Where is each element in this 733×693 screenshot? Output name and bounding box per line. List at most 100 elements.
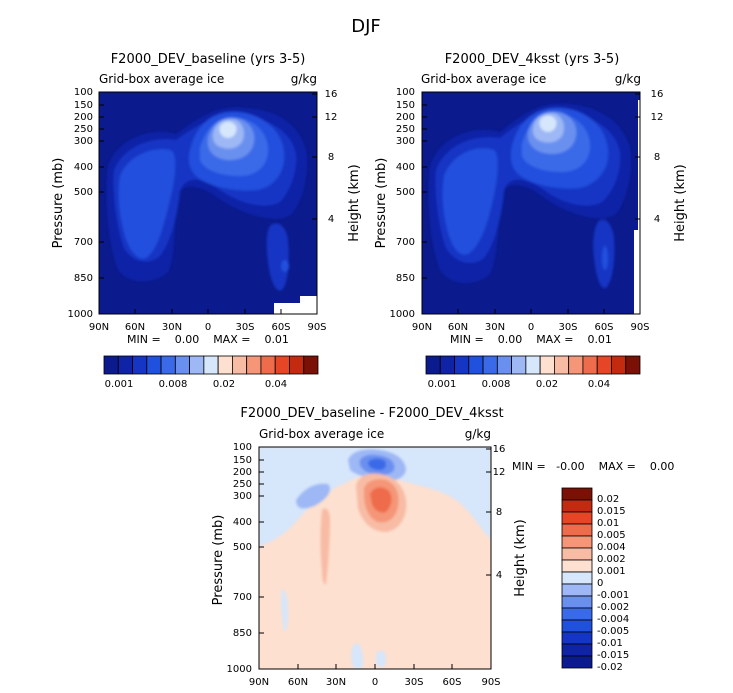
colorbar-swatch — [303, 355, 319, 375]
colorbar-swatch — [425, 355, 441, 375]
height-tick-label: 16 — [493, 444, 506, 455]
colorbar-swatch — [625, 355, 641, 375]
x-tick-label: 60N — [448, 322, 468, 333]
y-tick-label: 150 — [396, 100, 415, 111]
colorbar-label: -0.001 — [597, 590, 629, 601]
contour-field — [422, 92, 640, 314]
height-tick-label: 8 — [496, 507, 502, 518]
y-tick-label: 400 — [74, 162, 93, 173]
min-max-stats: MIN = 0.00 MAX = 0.01 — [450, 333, 612, 346]
colorbar-label: 0.001 — [428, 379, 457, 390]
panel-title: F2000_DEV_baseline - F2000_DEV_4ksst — [240, 406, 503, 421]
colorbar-swatch — [482, 355, 498, 375]
x-tick-label: 90N — [412, 322, 432, 333]
colorbar-label: 0.04 — [265, 379, 287, 390]
x-tick-label: 90S — [630, 322, 649, 333]
y-tick-label: 300 — [396, 136, 415, 147]
x-tick-label: 30N — [326, 677, 346, 688]
colorbar-swatch — [132, 355, 148, 375]
y-tick-label: 850 — [233, 628, 252, 639]
colorbar-swatch — [496, 355, 513, 375]
colorbar-swatch — [561, 571, 593, 585]
x-tick-label: 30N — [162, 322, 182, 333]
x-axis: 90N 60N 30N 0 30S 60S 90S — [89, 322, 327, 333]
colorbar-label: 0.01 — [597, 518, 619, 529]
colorbar-swatch — [117, 355, 133, 375]
height-tick-label: 12 — [651, 112, 664, 123]
colorbar-swatch — [289, 355, 305, 375]
y-axis-right: 16 12 8 4 — [493, 444, 506, 581]
panel-4ksst: F2000_DEV_4ksst (yrs 3-5) Grid-box avera… — [374, 52, 688, 390]
colorbar-swatch — [260, 355, 276, 375]
panel-units: g/kg — [291, 72, 317, 86]
height-tick-label: 4 — [328, 214, 334, 225]
panel-difference: F2000_DEV_baseline - F2000_DEV_4ksst Gri… — [211, 406, 674, 688]
contour-field — [259, 447, 491, 669]
y-axis-title: Pressure (mb) — [51, 158, 66, 249]
y-tick-label: 700 — [233, 592, 252, 603]
height-tick-label: 8 — [328, 152, 334, 163]
colorbar-labels: 0.02 0.015 0.01 0.005 0.004 0.002 0.001 … — [597, 494, 629, 673]
y-tick-label: 400 — [396, 162, 415, 173]
x-tick-label: 90N — [89, 322, 109, 333]
colorbar-labels: 0.001 0.008 0.02 0.04 — [428, 379, 610, 390]
colorbar — [103, 355, 319, 375]
y-axis-left: 100 150 200 250 300 400 500 700 850 1000 — [68, 87, 93, 320]
x-tick-label: 60S — [271, 322, 290, 333]
colorbar-label: -0.02 — [597, 662, 623, 673]
x-axis: 90N 60N 30N 0 30S 60S 90S — [249, 677, 501, 688]
colorbar-swatch — [561, 655, 593, 669]
y-tick-label: 850 — [396, 273, 415, 284]
y-axis-left: 100 150 200 250 300 400 500 700 850 1000 — [390, 87, 415, 320]
y-tick-label: 250 — [396, 124, 415, 135]
colorbar-label: 0.02 — [536, 379, 558, 390]
colorbar-swatch — [511, 355, 527, 375]
y-tick-label: 200 — [396, 112, 415, 123]
min-max-stats: MIN = -0.00 MAX = 0.00 — [512, 460, 674, 473]
y-axis-right-title: Height (km) — [347, 164, 362, 241]
colorbar-swatch — [231, 355, 248, 375]
x-tick-label: 0 — [205, 322, 211, 333]
x-tick-label: 60N — [288, 677, 308, 688]
height-tick-label: 4 — [654, 214, 660, 225]
colorbar-label: 0 — [597, 578, 603, 589]
colorbar-swatch — [539, 355, 555, 375]
colorbar-swatch — [568, 355, 584, 375]
x-tick-label: 60S — [442, 677, 461, 688]
y-tick-label: 500 — [74, 187, 93, 198]
x-tick-label: 30S — [235, 322, 254, 333]
colorbar-label: 0.008 — [482, 379, 511, 390]
y-tick-label: 300 — [233, 491, 252, 502]
colorbar-swatch — [561, 547, 593, 561]
y-tick-label: 100 — [74, 87, 93, 98]
height-tick-label: 16 — [325, 89, 338, 100]
colorbar-swatch — [561, 583, 593, 597]
colorbar-label: 0.02 — [597, 494, 619, 505]
height-tick-label: 12 — [493, 467, 506, 478]
colorbar-label: -0.002 — [597, 602, 629, 613]
colorbar-swatch — [203, 355, 219, 375]
y-tick-label: 700 — [74, 237, 93, 248]
panel-subtitle: Grid-box average ice — [99, 72, 224, 86]
x-tick-label: 0 — [372, 677, 378, 688]
y-tick-label: 100 — [233, 442, 252, 453]
y-axis-right: 16 12 8 4 — [651, 89, 664, 225]
y-tick-label: 700 — [396, 237, 415, 248]
colorbar-swatch — [454, 355, 470, 375]
contour-field — [99, 92, 317, 314]
colorbar-swatch — [611, 355, 627, 375]
colorbar-swatch — [561, 595, 593, 609]
colorbar — [425, 355, 641, 375]
colorbar-label: 0.001 — [105, 379, 134, 390]
y-tick-label: 300 — [74, 136, 93, 147]
colorbar-swatch — [561, 643, 593, 657]
page-title: DJF — [351, 16, 381, 37]
colorbar-swatch — [561, 511, 593, 525]
min-max-stats: MIN = 0.00 MAX = 0.01 — [127, 333, 289, 346]
panel-subtitle: Grid-box average ice — [259, 427, 384, 441]
y-tick-label: 1000 — [390, 309, 415, 320]
colorbar-swatch — [596, 355, 612, 375]
colorbar-swatch — [561, 607, 593, 621]
colorbar-swatch — [468, 355, 484, 375]
